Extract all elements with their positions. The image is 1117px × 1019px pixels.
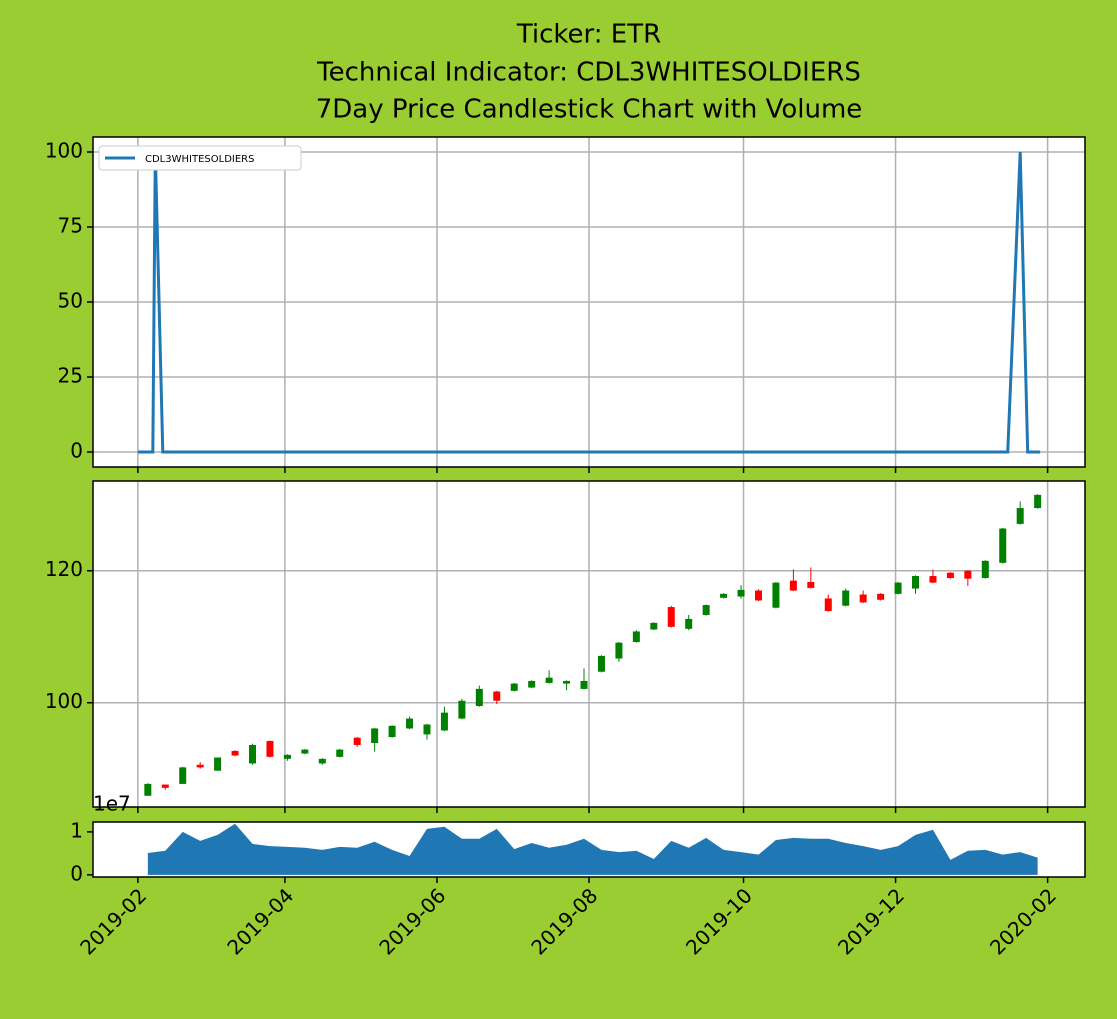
candle-body (318, 758, 326, 764)
candle-body (929, 576, 937, 583)
y-tick-label: 25 (58, 364, 83, 388)
legend-box (98, 145, 302, 171)
y-tick-label: 120 (45, 557, 83, 581)
chart-title: Technical Indicator: CDL3WHITESOLDIERS (316, 58, 861, 88)
candle-body (528, 680, 536, 688)
candle-body (999, 528, 1007, 563)
candle-body (597, 655, 605, 672)
candle-body (388, 725, 396, 738)
candle-body (685, 618, 693, 629)
candle-body (720, 593, 728, 598)
candle-body (475, 688, 483, 707)
candle-body (824, 598, 832, 612)
candle-body (877, 593, 885, 600)
candle-body (946, 572, 954, 579)
candle-body (702, 605, 710, 615)
candle-body (859, 594, 867, 603)
x-tick-label: 2019-08 (526, 883, 602, 959)
y-tick-label: 100 (45, 689, 83, 713)
candle-body (371, 728, 379, 743)
plot-frame (92, 136, 1086, 468)
candle-body (214, 757, 222, 771)
candle-body (510, 683, 518, 691)
y-tick-label: 75 (58, 214, 83, 238)
candle-body (1034, 494, 1042, 509)
candle-body (458, 700, 466, 719)
candle-body (406, 718, 414, 729)
plot-frame (92, 480, 1086, 808)
candle-body (231, 750, 239, 756)
x-tick-label: 2019-10 (681, 883, 757, 959)
candle-body (807, 581, 815, 588)
candle-body (842, 590, 850, 606)
candle-body (545, 677, 553, 683)
candle-body (580, 680, 588, 689)
candle-body (737, 589, 745, 597)
candle-body (894, 582, 902, 594)
candle-body (249, 744, 257, 764)
y-tick-label: 0 (70, 439, 83, 463)
candle-body (353, 737, 361, 745)
candle-body (789, 580, 797, 591)
candle-body (1016, 508, 1024, 524)
x-tick-label: 2020-02 (985, 883, 1061, 959)
axis-offset-label: 1e7 (93, 792, 131, 816)
candle-body (964, 570, 972, 579)
x-tick-label: 2019-06 (374, 883, 450, 959)
candle-body (440, 712, 448, 731)
candle-body (161, 784, 169, 788)
candle-body (615, 642, 623, 659)
x-tick-label: 2019-02 (75, 883, 151, 959)
candle-body (981, 560, 989, 579)
x-tick-label: 2019-12 (833, 883, 909, 959)
candle-body (493, 691, 501, 701)
y-tick-label: 1 (70, 818, 83, 842)
candle-body (632, 631, 640, 643)
y-tick-label: 100 (45, 139, 83, 163)
candle-body (667, 607, 675, 627)
area (147, 823, 1038, 875)
x-tick-label: 2019-04 (222, 883, 298, 959)
candle-body (179, 767, 187, 784)
candle-body (301, 749, 309, 754)
candle-body (772, 582, 780, 608)
y-tick-label: 0 (70, 861, 83, 885)
legend-label: CDL3WHITESOLDIERS (145, 154, 254, 165)
candle-body (423, 724, 431, 735)
candle-body (283, 754, 291, 759)
candle-body (912, 576, 920, 589)
candle-body (754, 590, 762, 601)
line (137, 151, 1041, 454)
candle-body (336, 749, 344, 757)
plot-frame (92, 821, 1086, 878)
candle-body (144, 783, 152, 796)
candle-body (650, 622, 658, 630)
candle-body (266, 741, 274, 757)
candle-body (196, 764, 204, 768)
candle-body (563, 680, 571, 684)
chart-title: Ticker: ETR (516, 20, 661, 50)
y-tick-label: 50 (58, 289, 83, 313)
chart-title: 7Day Price Candlestick Chart with Volume (316, 95, 863, 125)
